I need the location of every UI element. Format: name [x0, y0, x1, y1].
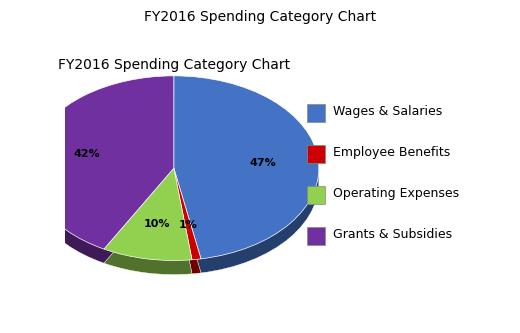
Wedge shape	[174, 175, 201, 267]
Wedge shape	[174, 179, 201, 270]
Text: Operating Expenses: Operating Expenses	[333, 187, 459, 200]
Wedge shape	[174, 182, 201, 274]
Wedge shape	[174, 78, 319, 261]
Text: FY2016 Spending Category Chart: FY2016 Spending Category Chart	[144, 10, 376, 24]
Text: 10%: 10%	[144, 219, 170, 229]
Text: FY2016 Spending Category Chart: FY2016 Spending Category Chart	[58, 58, 290, 72]
Text: 47%: 47%	[250, 158, 277, 168]
Wedge shape	[29, 83, 174, 256]
Bar	[307, 145, 325, 163]
Wedge shape	[104, 175, 192, 267]
Wedge shape	[29, 76, 174, 249]
Wedge shape	[174, 173, 201, 265]
Wedge shape	[29, 85, 174, 258]
Wedge shape	[174, 88, 319, 271]
Wedge shape	[104, 172, 192, 264]
Wedge shape	[29, 78, 174, 251]
Wedge shape	[174, 90, 319, 273]
Wedge shape	[104, 179, 192, 271]
Wedge shape	[29, 79, 174, 252]
Wedge shape	[104, 173, 192, 266]
Text: Employee Benefits: Employee Benefits	[333, 146, 450, 159]
Wedge shape	[174, 81, 319, 264]
Wedge shape	[104, 168, 192, 260]
Text: 1%: 1%	[178, 220, 197, 230]
Wedge shape	[174, 85, 319, 268]
Wedge shape	[29, 81, 174, 254]
Text: 42%: 42%	[73, 149, 100, 159]
Bar	[307, 227, 325, 245]
Bar	[307, 104, 325, 122]
Wedge shape	[174, 83, 319, 266]
Wedge shape	[174, 168, 201, 260]
Wedge shape	[104, 170, 192, 262]
Bar	[307, 186, 325, 204]
Wedge shape	[174, 180, 201, 272]
Wedge shape	[174, 79, 319, 262]
Wedge shape	[29, 87, 174, 260]
Wedge shape	[174, 87, 319, 269]
Wedge shape	[174, 170, 201, 261]
Wedge shape	[174, 76, 319, 259]
Wedge shape	[104, 182, 192, 275]
Text: Wages & Salaries: Wages & Salaries	[333, 105, 442, 118]
Wedge shape	[29, 90, 174, 263]
Wedge shape	[104, 180, 192, 273]
Wedge shape	[29, 88, 174, 261]
Wedge shape	[104, 177, 192, 269]
Text: Grants & Subsidies: Grants & Subsidies	[333, 228, 452, 241]
Wedge shape	[174, 177, 201, 268]
Wedge shape	[174, 172, 201, 263]
